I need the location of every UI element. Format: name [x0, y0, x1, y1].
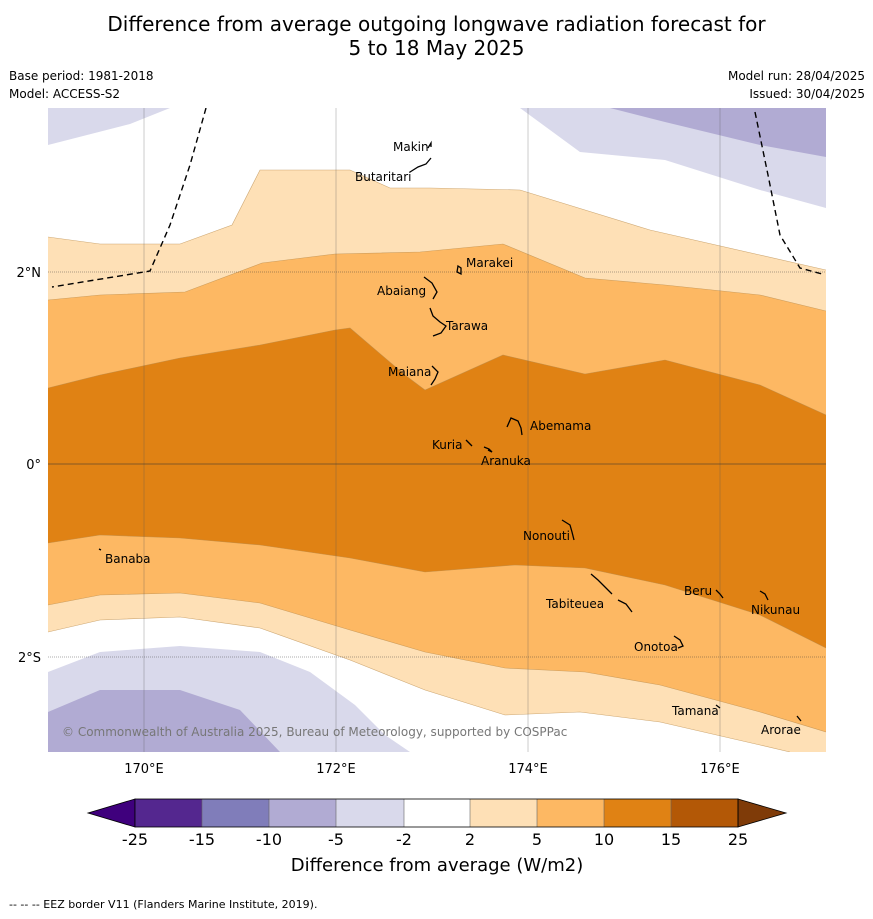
colorbar-segment [404, 799, 470, 827]
colorbar-segment [135, 799, 202, 827]
colorbar-tick: -5 [328, 830, 344, 849]
band-minus5-north-left [48, 108, 170, 145]
label-makin: Makin [393, 140, 429, 154]
colorbar-segment [470, 799, 537, 827]
label-onotoa: Onotoa [634, 640, 678, 654]
lat-tick: 0° [26, 458, 41, 473]
label-beru: Beru [684, 584, 712, 598]
lon-tick: 170°E [124, 762, 164, 777]
colorbar: -25 -15 -10 -5 -2 2 5 10 15 25 Differenc… [86, 798, 788, 876]
colorbar-segment [604, 799, 671, 827]
colorbar-tick-labels: -25 -15 -10 -5 -2 2 5 10 15 25 [122, 830, 748, 849]
colorbar-segment [202, 799, 269, 827]
lat-tick-labels: 2°N 0° 2°S [17, 266, 42, 666]
lat-tick: 2°S [18, 651, 41, 666]
contour-lines [48, 169, 826, 752]
map-panel: Makin Butaritari Marakei Abaiang Tarawa … [48, 108, 826, 752]
colorbar-extend-high [737, 798, 788, 828]
lon-tick: 176°E [700, 762, 740, 777]
model-run: Model run: 28/04/2025 [727, 69, 865, 83]
colorbar-tick: 15 [661, 830, 681, 849]
label-marakei: Marakei [466, 256, 513, 270]
lon-tick-labels: 170°E 172°E 174°E 176°E [124, 762, 740, 777]
meta-left: Base period: 1981-2018 Model: ACCESS-S2 [9, 67, 154, 103]
base-period: Base period: 1981-2018 [9, 69, 154, 83]
eez-legend-note: -- -- -- EEZ border V11 (Flanders Marine… [9, 898, 318, 911]
label-butaritari: Butaritari [355, 170, 412, 184]
label-abaiang: Abaiang [377, 284, 426, 298]
colorbar-tick: -15 [189, 830, 215, 849]
colorbar-extend-low [86, 798, 136, 828]
label-nonouti: Nonouti [523, 529, 570, 543]
lat-tick: 2°N [17, 266, 42, 281]
graticule [143, 108, 721, 752]
colorbar-tick: 2 [465, 830, 475, 849]
meta-right: Model run: 28/04/2025 Issued: 30/04/2025 [728, 67, 865, 103]
colorbar-tick: 5 [532, 830, 542, 849]
label-arorae: Arorae [761, 723, 801, 737]
colorbar-title: Difference from average (W/m2) [291, 855, 583, 876]
title-line-2: 5 to 18 May 2025 [348, 36, 525, 60]
colorbar-tick: 10 [594, 830, 614, 849]
band-minus10-south [48, 690, 280, 752]
label-tabiteuea: Tabiteuea [545, 597, 604, 611]
island-labels: Makin Butaritari Marakei Abaiang Tarawa … [105, 140, 801, 737]
label-abemama: Abemama [530, 419, 591, 433]
label-maiana: Maiana [388, 365, 431, 379]
colorbar-tick: -10 [256, 830, 282, 849]
eez-border [51, 108, 823, 288]
colorbar-segment [269, 799, 336, 827]
lon-tick: 172°E [316, 762, 356, 777]
colorbar-tick: 25 [728, 830, 748, 849]
map-title: Difference from average outgoing longwav… [0, 12, 873, 60]
label-tamana: Tamana [671, 704, 719, 718]
colorbar-segment [537, 799, 604, 827]
lon-tick: 174°E [508, 762, 548, 777]
model-name: Model: ACCESS-S2 [9, 87, 121, 101]
title-line-1: Difference from average outgoing longwav… [107, 12, 766, 36]
copyright-notice: © Commonwealth of Australia 2025, Bureau… [62, 725, 567, 739]
label-tarawa: Tarawa [445, 319, 488, 333]
colorbar-tick: -25 [122, 830, 148, 849]
island-outlines [98, 140, 802, 722]
label-nikunau: Nikunau [751, 603, 800, 617]
label-banaba: Banaba [105, 552, 151, 566]
label-kuria: Kuria [432, 438, 463, 452]
label-aranuka: Aranuka [481, 454, 531, 468]
issued-date: Issued: 30/04/2025 [749, 87, 865, 101]
colorbar-segment [336, 799, 404, 827]
colorbar-tick: -2 [396, 830, 412, 849]
colorbar-segment [671, 799, 738, 827]
band-minus5-north [48, 108, 826, 208]
band-minus10-north [610, 108, 826, 157]
